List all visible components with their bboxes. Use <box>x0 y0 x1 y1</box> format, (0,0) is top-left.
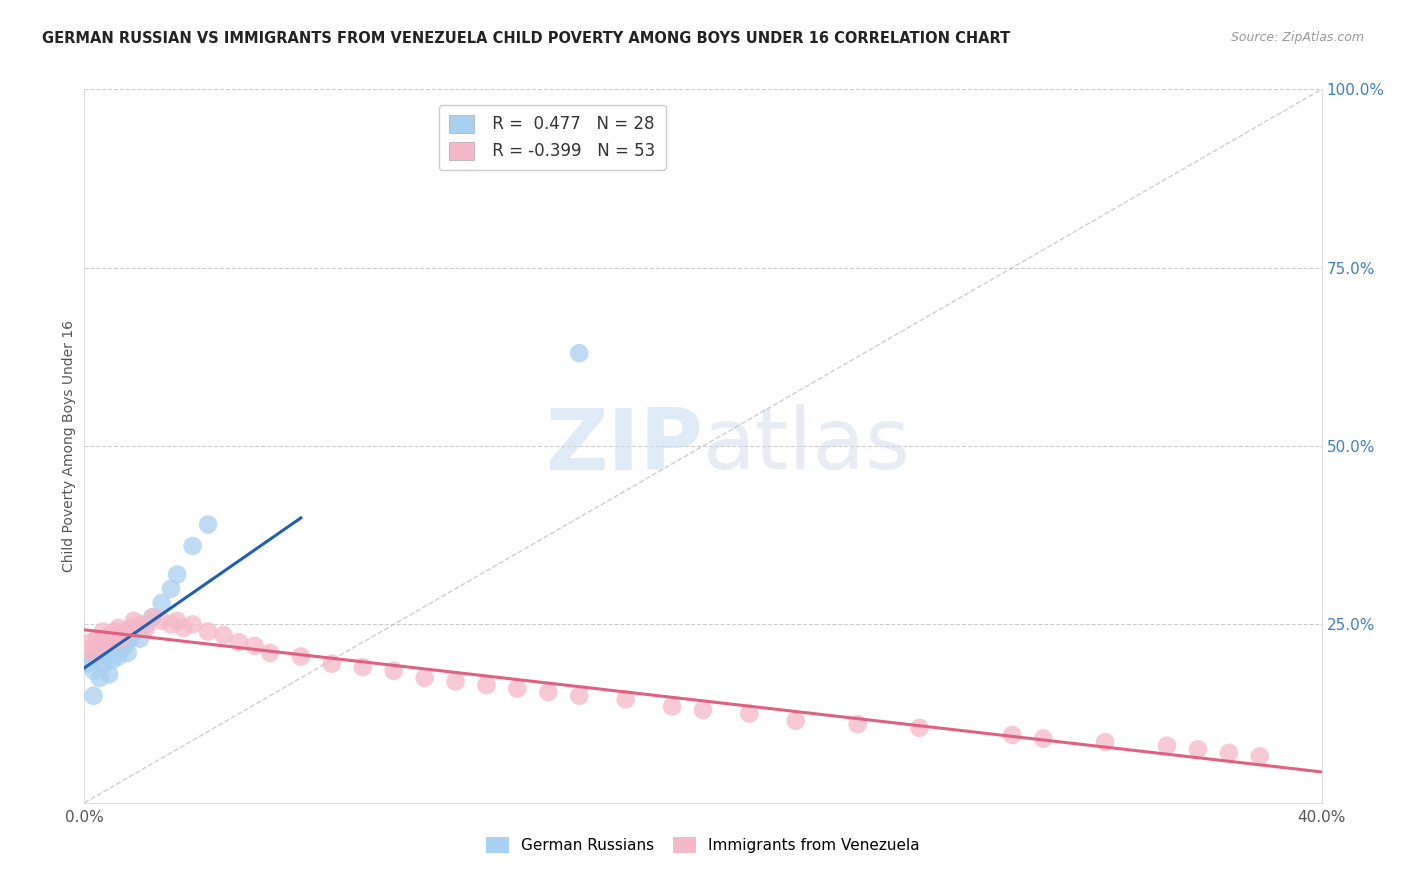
Point <box>537 685 560 699</box>
Point <box>212 628 235 642</box>
Point <box>79 635 101 649</box>
Point <box>122 614 145 628</box>
Point <box>382 664 405 678</box>
Point <box>135 617 157 632</box>
Text: GERMAN RUSSIAN VS IMMIGRANTS FROM VENEZUELA CHILD POVERTY AMONG BOYS UNDER 16 CO: GERMAN RUSSIAN VS IMMIGRANTS FROM VENEZU… <box>42 31 1011 46</box>
Point <box>91 624 114 639</box>
Point <box>1249 749 1271 764</box>
Point <box>83 689 105 703</box>
Point <box>98 667 121 681</box>
Point <box>129 632 152 646</box>
Point <box>110 642 132 657</box>
Point <box>79 653 101 667</box>
Point <box>197 624 219 639</box>
Point <box>568 346 591 360</box>
Point <box>83 646 105 660</box>
Point <box>785 714 807 728</box>
Point <box>692 703 714 717</box>
Point <box>98 628 121 642</box>
Point <box>120 632 142 646</box>
Point <box>89 642 111 657</box>
Point <box>117 646 139 660</box>
Point <box>352 660 374 674</box>
Point <box>86 646 108 660</box>
Point <box>107 621 129 635</box>
Point <box>846 717 869 731</box>
Point <box>76 642 98 657</box>
Text: Source: ZipAtlas.com: Source: ZipAtlas.com <box>1230 31 1364 45</box>
Y-axis label: Child Poverty Among Boys Under 16: Child Poverty Among Boys Under 16 <box>62 320 76 572</box>
Point <box>614 692 637 706</box>
Point <box>1156 739 1178 753</box>
Point <box>94 649 117 664</box>
Point <box>1218 746 1240 760</box>
Point <box>104 624 127 639</box>
Point <box>120 621 142 635</box>
Point <box>107 649 129 664</box>
Point <box>129 617 152 632</box>
Point <box>101 653 124 667</box>
Point <box>114 639 136 653</box>
Point <box>150 614 173 628</box>
Point <box>91 657 114 671</box>
Point <box>228 635 250 649</box>
Point <box>197 517 219 532</box>
Point <box>94 639 117 653</box>
Legend: German Russians, Immigrants from Venezuela: German Russians, Immigrants from Venezue… <box>481 831 925 859</box>
Point <box>1001 728 1024 742</box>
Text: atlas: atlas <box>703 404 911 488</box>
Point <box>738 706 761 721</box>
Point <box>413 671 436 685</box>
Point <box>101 635 124 649</box>
Point <box>160 617 183 632</box>
Point <box>259 646 281 660</box>
Point <box>444 674 467 689</box>
Point <box>290 649 312 664</box>
Point <box>908 721 931 735</box>
Point <box>141 610 163 624</box>
Point <box>83 664 105 678</box>
Point <box>172 621 194 635</box>
Point <box>181 539 204 553</box>
Point <box>160 582 183 596</box>
Point <box>86 632 108 646</box>
Point <box>475 678 498 692</box>
Point <box>94 632 117 646</box>
Point <box>166 567 188 582</box>
Point <box>110 632 132 646</box>
Point <box>150 596 173 610</box>
Point <box>114 624 136 639</box>
Point <box>243 639 266 653</box>
Point <box>135 621 157 635</box>
Point <box>661 699 683 714</box>
Point <box>1032 731 1054 746</box>
Point <box>89 671 111 685</box>
Point <box>76 657 98 671</box>
Point <box>91 635 114 649</box>
Point <box>166 614 188 628</box>
Text: ZIP: ZIP <box>546 404 703 488</box>
Point <box>141 610 163 624</box>
Point <box>321 657 343 671</box>
Point <box>122 624 145 639</box>
Point <box>181 617 204 632</box>
Point <box>568 689 591 703</box>
Point <box>1187 742 1209 756</box>
Point <box>104 646 127 660</box>
Point <box>1094 735 1116 749</box>
Point <box>89 639 111 653</box>
Point <box>506 681 529 696</box>
